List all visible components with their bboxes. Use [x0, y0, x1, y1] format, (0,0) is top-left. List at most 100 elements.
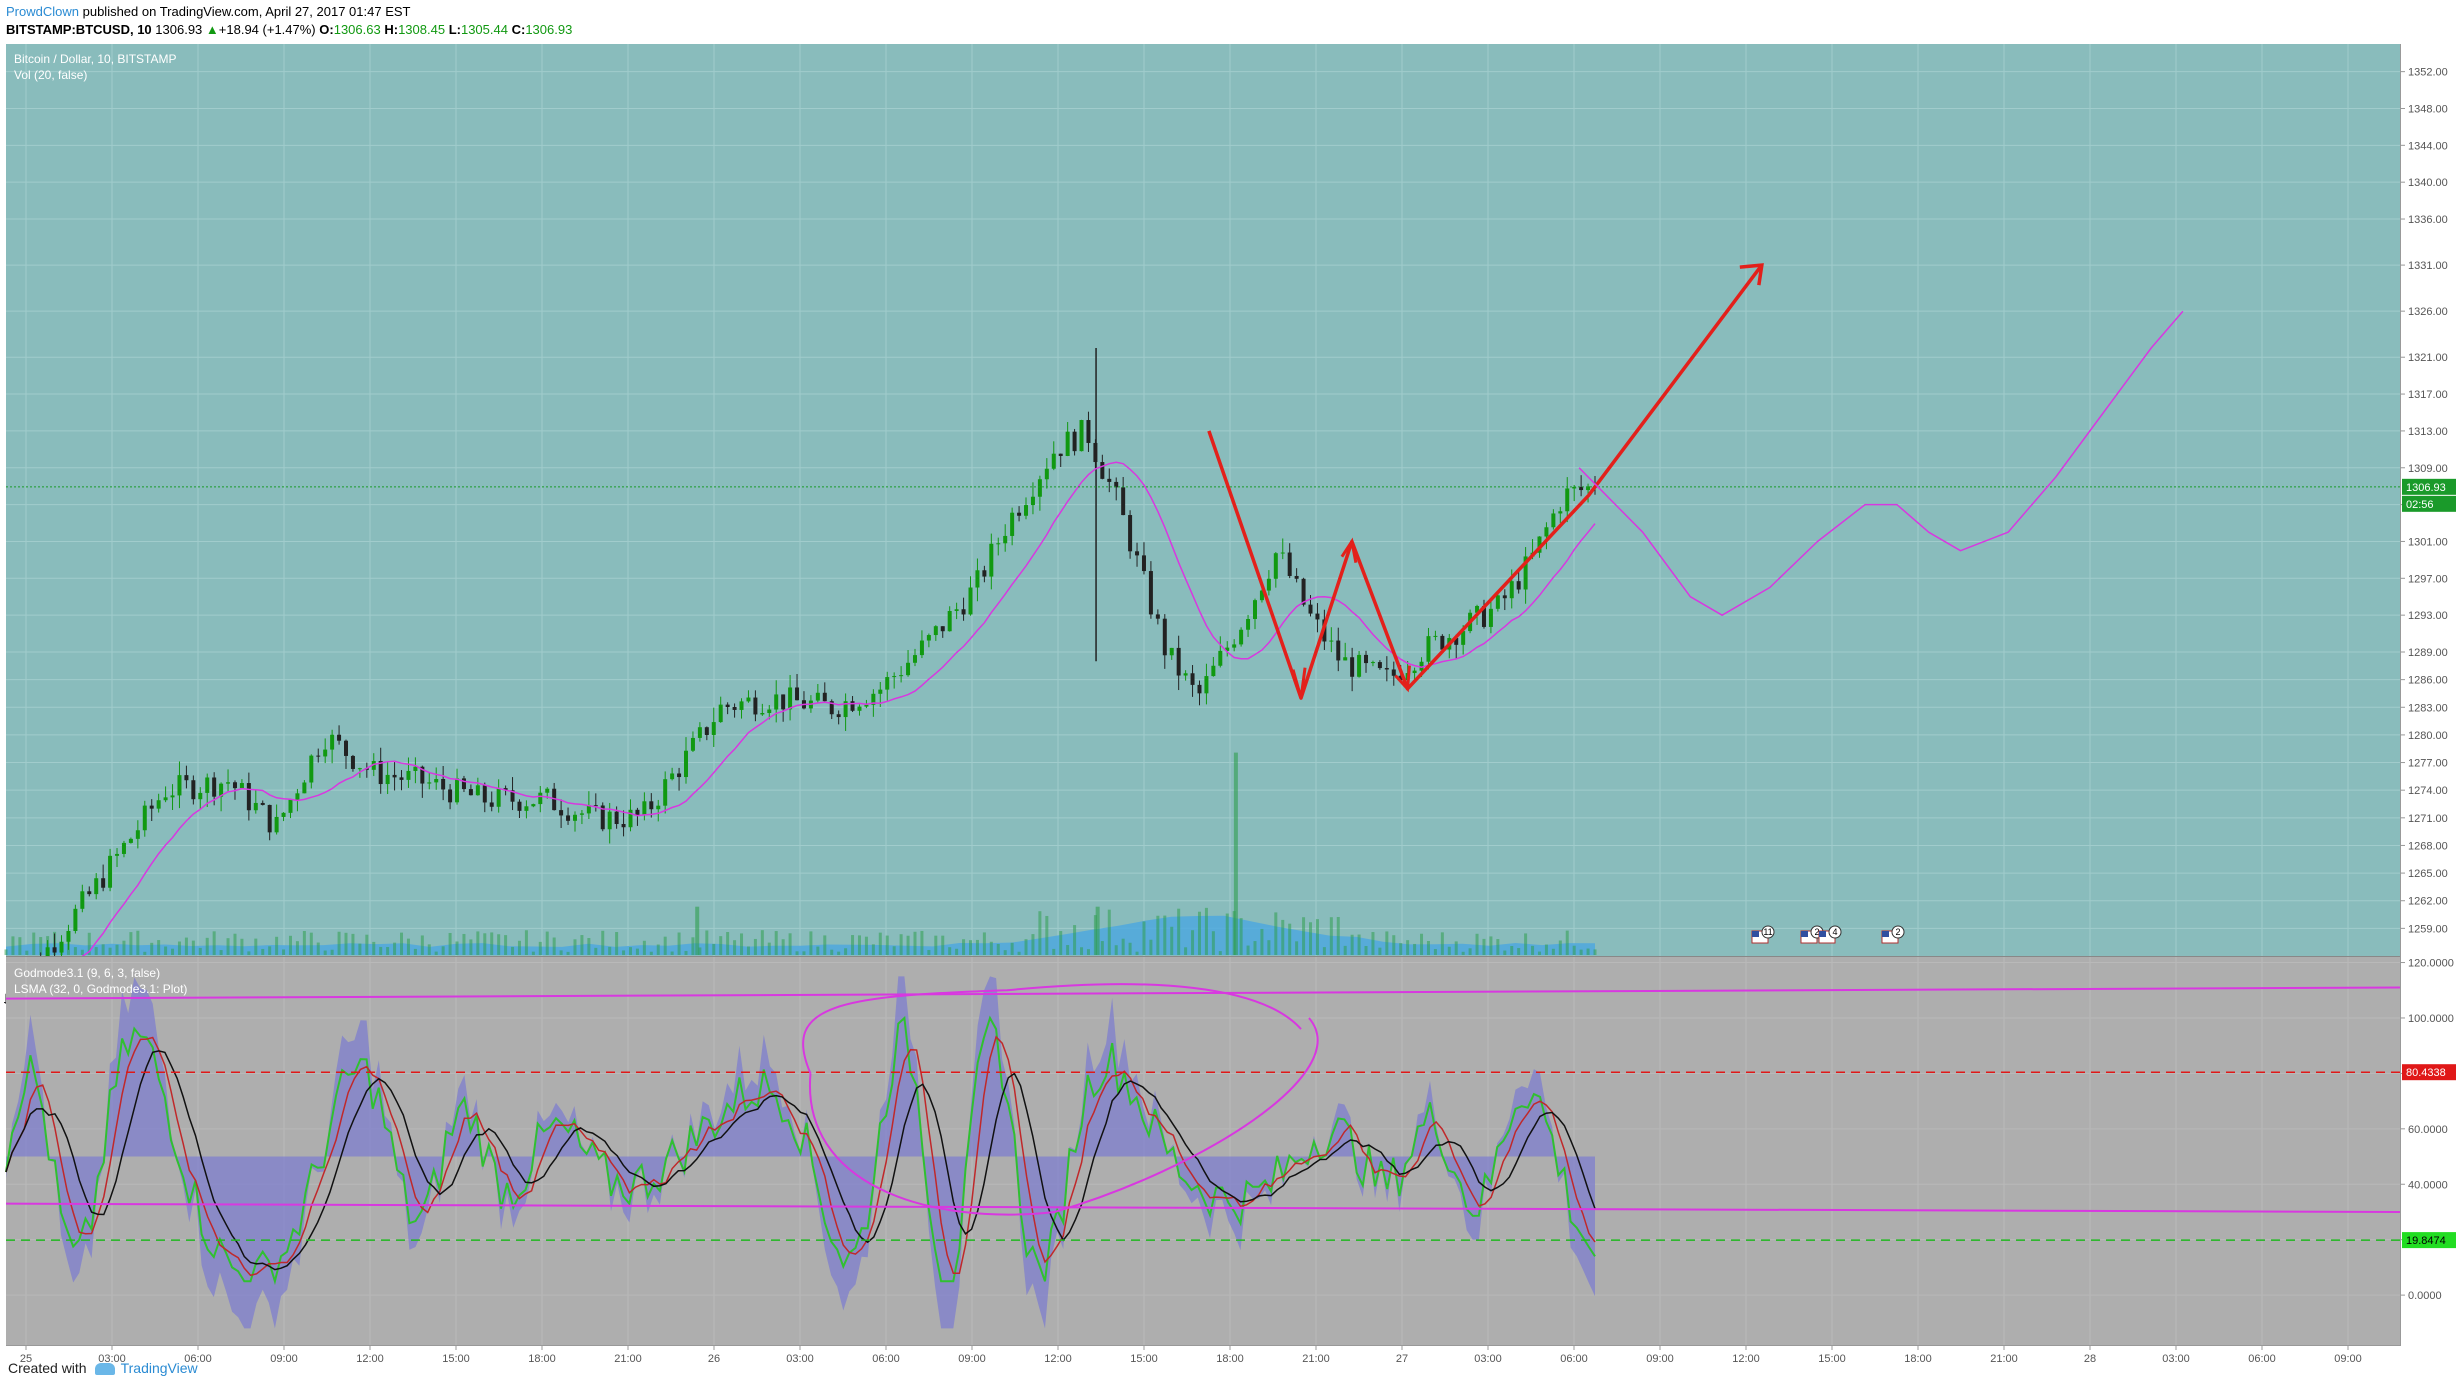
volume-bar — [39, 937, 43, 955]
candle-body — [1516, 581, 1521, 590]
time-tick-label: 09:00 — [958, 1353, 986, 1365]
event-flag-icon[interactable]: 4 — [1818, 925, 1842, 944]
open-value: 1306.63 — [333, 22, 381, 37]
candle-body — [677, 773, 682, 778]
event-badges[interactable]: 11 2 4 2 — [1751, 925, 1905, 944]
volume-bar — [205, 937, 209, 955]
author-link[interactable]: ProwdClown — [6, 4, 79, 19]
candle-body — [1051, 453, 1056, 469]
ohlc-line: BITSTAMP:BTCUSD, 10 1306.93 ▲+18.94 (+1.… — [6, 22, 572, 37]
candle-body — [906, 662, 911, 676]
change-icon: ▲ — [205, 22, 219, 37]
candle-body — [59, 941, 64, 953]
candle-body — [66, 931, 71, 942]
candle-body — [1544, 527, 1549, 537]
candle-body — [434, 778, 439, 783]
candle-body — [385, 774, 390, 785]
volume-bar — [1406, 940, 1410, 955]
candle-body — [163, 797, 168, 801]
candle-body — [441, 778, 446, 790]
countdown-label: 02:56 — [2406, 499, 2434, 511]
flag-canton — [1882, 931, 1889, 937]
candle-body — [1329, 640, 1334, 642]
volume-bar — [476, 931, 480, 955]
candle-body — [635, 809, 640, 816]
volume-bar — [1260, 928, 1264, 955]
volume-bar — [1399, 943, 1403, 955]
candle-body — [690, 737, 695, 751]
candle-body — [704, 727, 709, 735]
candle-body — [947, 610, 952, 632]
upper-trend-line — [5, 986, 2401, 1000]
time-axis[interactable]: 25 03:00 06:00 09:00 12:00 15:00 18:00 21:00 26 0… — [20, 1345, 2362, 1365]
tradingview-link[interactable]: TradingView — [120, 1360, 198, 1376]
volume-bar — [1080, 947, 1084, 955]
candle-body — [156, 800, 161, 809]
price-tick-label: 1277.00 — [2408, 758, 2448, 770]
time-tick-label: 06:00 — [1560, 1353, 1588, 1365]
candle-body — [177, 775, 182, 796]
volume-bar — [177, 941, 181, 955]
candle-body — [337, 734, 342, 741]
price-tick-label: 1301.00 — [2408, 536, 2448, 548]
price-axis[interactable]: 1352.00 1348.00 1344.00 1340.00 1336.00 1331.… — [2400, 67, 2448, 936]
candle-body — [357, 768, 362, 770]
candle-body — [1572, 486, 1577, 489]
volume-bar — [677, 932, 681, 955]
candle-body — [1232, 644, 1237, 648]
candle-body — [684, 750, 689, 778]
candle-body — [1440, 635, 1445, 650]
volume-bar — [628, 947, 632, 955]
price-tick-label: 1265.00 — [2408, 868, 2448, 880]
volume-bar — [309, 932, 313, 955]
candle-body — [427, 782, 432, 784]
candle-body — [510, 790, 515, 802]
volume-bar — [816, 946, 820, 955]
volume-bar — [1170, 926, 1174, 955]
volume-bar — [1128, 942, 1132, 955]
volume-bar — [1135, 951, 1139, 955]
candle-body — [260, 802, 265, 805]
volume-bar — [73, 947, 77, 955]
candle-body — [1079, 420, 1084, 452]
volume-bar — [1191, 930, 1195, 955]
volume-bar — [642, 940, 646, 955]
candle-body — [1454, 637, 1459, 645]
volume-bar — [261, 948, 265, 955]
volume-bar — [1378, 947, 1382, 955]
candle-body — [295, 793, 300, 800]
volume-bar — [462, 933, 466, 955]
candle-body — [1259, 590, 1264, 601]
time-tick-label: 03:00 — [786, 1353, 814, 1365]
volume-bar — [295, 941, 299, 955]
indicator-series — [5, 976, 2401, 1329]
candle-body — [732, 707, 737, 710]
candle-body — [1350, 657, 1355, 677]
event-flag-icon[interactable]: 2 — [1881, 925, 1905, 944]
indicator-axis[interactable]: 120.0000100.000080.000060.000040.000020.… — [2400, 958, 2454, 1303]
candle-body — [926, 635, 931, 641]
volume-bar — [18, 937, 22, 955]
volume-bar — [1329, 917, 1333, 955]
signal-line — [5, 1035, 1596, 1277]
price-tick-label: 1344.00 — [2408, 140, 2448, 152]
candle-body — [531, 804, 536, 807]
volume-bar — [955, 948, 959, 955]
volume-bar — [1537, 951, 1541, 955]
candle-body — [101, 878, 106, 888]
candle-body — [954, 609, 959, 611]
candle-body — [919, 640, 924, 656]
price-tick-label: 1283.00 — [2408, 702, 2448, 714]
candle-body — [885, 677, 890, 690]
volume-bar — [1475, 933, 1479, 955]
volume-bar — [129, 932, 133, 955]
volume-spike — [695, 906, 700, 955]
candle-body — [1010, 512, 1015, 536]
time-tick-label: 26 — [708, 1353, 720, 1365]
candle-body — [371, 760, 376, 770]
candle-body — [1308, 604, 1313, 614]
volume-bar — [837, 951, 841, 955]
event-flag-icon[interactable]: 11 — [1751, 925, 1775, 944]
volume-bar — [1357, 934, 1361, 955]
